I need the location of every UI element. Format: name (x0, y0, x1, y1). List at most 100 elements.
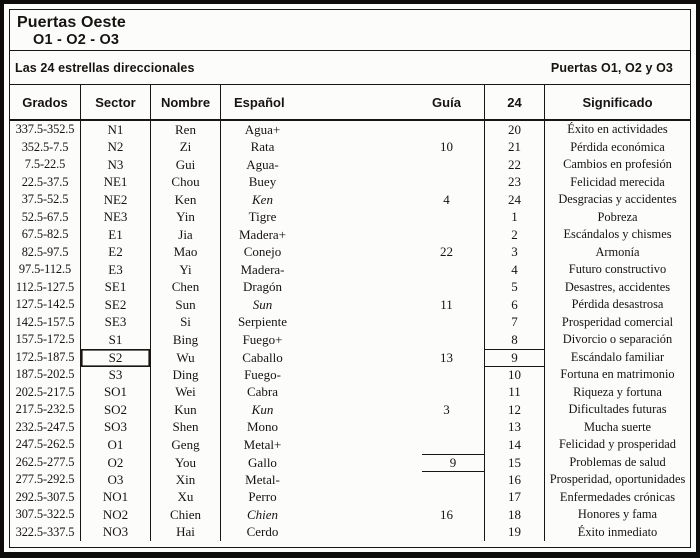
band-left-label: Las 24 estrellas direccionales (15, 60, 195, 75)
cell-n24: 7 (485, 313, 545, 331)
cell-nombre: Zi (151, 138, 221, 156)
column-header-grados: Grados (10, 85, 81, 119)
cell-grados: 277.5-292.5 (10, 471, 81, 489)
cell-espanol: Madera- (240, 261, 285, 277)
cell-grados: 112.5-127.5 (10, 278, 81, 296)
cell-guia (409, 523, 485, 541)
cell-nombre: Ken (151, 191, 221, 209)
cell-guia (409, 208, 485, 226)
cell-significado: Dificultades futuras (568, 402, 667, 417)
cell-nombre: Yi (151, 261, 221, 279)
cell-sector: E2 (81, 243, 151, 261)
cell-espanol: Ken (252, 191, 273, 207)
cell-significado: Honores y fama (577, 507, 658, 522)
cell-grados: 52.5-67.5 (10, 208, 81, 226)
cell-grados: 172.5-187.5 (10, 348, 81, 367)
cell-spacer (304, 471, 409, 489)
cell-grados: 157.5-172.5 (10, 331, 81, 349)
cell-n24: 1 (485, 208, 545, 226)
cell-espanol: Madera+ (238, 226, 287, 242)
cell-espanol: Gallo (248, 454, 277, 470)
cell-n24: 2 (485, 226, 545, 244)
cell-spacer (304, 314, 409, 332)
table-row: 247.5-262.5 O1 Geng Metal+ 14 Felicidad y pro… (10, 436, 690, 454)
cell-grados: 307.5-322.5 (10, 506, 81, 524)
page-frame: Puertas Oeste O1 - O2 - O3 Las 24 estrel… (9, 9, 691, 548)
cell-grados: 232.5-247.5 (10, 418, 81, 436)
cell-n24: 21 (485, 138, 545, 156)
cell-sector: O1 (81, 436, 151, 454)
cell-nombre: Bing (151, 331, 221, 349)
cell-sector: S2 (81, 348, 151, 367)
cell-significado: Éxito inmediato (577, 524, 658, 539)
cell-nombre: Mao (151, 243, 221, 261)
cell-nombre: Yin (151, 208, 221, 226)
cell-n24: 23 (485, 173, 545, 191)
table-row: 22.5-37.5 NE1 Chou Buey 23 Felicidad merecida (10, 173, 690, 191)
cell-n24: 14 (485, 436, 545, 454)
cell-sector: NE2 (81, 191, 151, 209)
cell-n24: 9 (485, 348, 545, 367)
cell-significado: Pérdida desastrosa (571, 297, 664, 312)
page-title: Puertas Oeste (17, 14, 126, 31)
cell-guia: 16 (409, 506, 485, 524)
cell-nombre: Xin (151, 471, 221, 489)
cell-sector: NE1 (81, 173, 151, 191)
cell-sector: SO3 (81, 418, 151, 436)
cell-n24: 20 (485, 121, 545, 139)
cell-nombre: Wei (151, 383, 221, 401)
table-row: 172.5-187.5 S2 Wu Caballo 13 9 Escándalo famil… (10, 348, 690, 367)
table-row: 307.5-322.5 NO2 Chien Chien 16 18 Honores y fa… (10, 506, 690, 524)
cell-spacer (304, 244, 409, 262)
cell-significado: Futuro constructivo (568, 262, 667, 277)
cell-espanol: Metal+ (243, 436, 282, 452)
cell-grados: 352.5-7.5 (10, 138, 81, 156)
table-row: 97.5-112.5 E3 Yi Madera- 4 Futuro constructiv… (10, 261, 690, 279)
cell-grados: 217.5-232.5 (10, 401, 81, 419)
cell-n24: 11 (485, 383, 545, 401)
cell-spacer (304, 226, 409, 244)
info-band: Las 24 estrellas direccionales Puertas O… (10, 50, 690, 84)
table-row: 112.5-127.5 SE1 Chen Dragón 5 Desastres, acci… (10, 278, 690, 296)
cell-espanol: Agua- (246, 156, 279, 172)
cell-n24: 15 (485, 453, 545, 472)
cell-significado: Riqueza y fortuna (573, 384, 662, 399)
cell-espanol: Dragón (243, 279, 282, 295)
table-body: 337.5-352.5 N1 Ren Agua+ 20 Éxito en activida… (10, 121, 690, 541)
cell-guia (409, 313, 485, 331)
cell-sector: E3 (81, 261, 151, 279)
cell-espanol: Fuego+ (242, 331, 283, 347)
cell-grados: 127.5-142.5 (10, 296, 81, 314)
cell-n24: 18 (485, 506, 545, 524)
cell-guia: 3 (409, 401, 485, 419)
cell-sector: E1 (81, 226, 151, 244)
title-block: Puertas Oeste O1 - O2 - O3 (10, 10, 690, 50)
table-row: 217.5-232.5 SO2 Kun Kun 3 12 Dificultades futu… (10, 401, 690, 419)
cell-spacer (304, 419, 409, 437)
cell-guia (409, 418, 485, 436)
cell-grados: 292.5-307.5 (10, 488, 81, 506)
cell-spacer (304, 139, 409, 157)
cell-nombre: Xu (151, 488, 221, 506)
cell-guia (409, 488, 485, 506)
cell-nombre: Gui (151, 156, 221, 174)
cell-significado: Escándalo familiar (570, 350, 665, 364)
table-row: 67.5-82.5 E1 Jia Madera+ 2 Escándalos y chism… (10, 226, 690, 244)
cell-guia: 13 (409, 348, 485, 367)
cell-nombre: Shen (151, 418, 221, 436)
cell-guia: 9 (409, 453, 485, 472)
cell-n24: 13 (485, 418, 545, 436)
cell-nombre: Jia (151, 226, 221, 244)
cell-significado: Prosperidad comercial (561, 314, 674, 329)
cell-guia (409, 331, 485, 349)
cell-espanol: Metal- (245, 471, 280, 487)
cell-sector: SO1 (81, 383, 151, 401)
cell-sector: N1 (81, 121, 151, 139)
cell-guia (409, 261, 485, 279)
cell-n24: 16 (485, 471, 545, 489)
cell-sector: NE3 (81, 208, 151, 226)
cell-espanol: Conejo (243, 244, 282, 260)
cell-grados: 7.5-22.5 (10, 156, 81, 174)
cell-espanol: Sun (252, 296, 273, 312)
cell-sector: SE3 (81, 313, 151, 331)
